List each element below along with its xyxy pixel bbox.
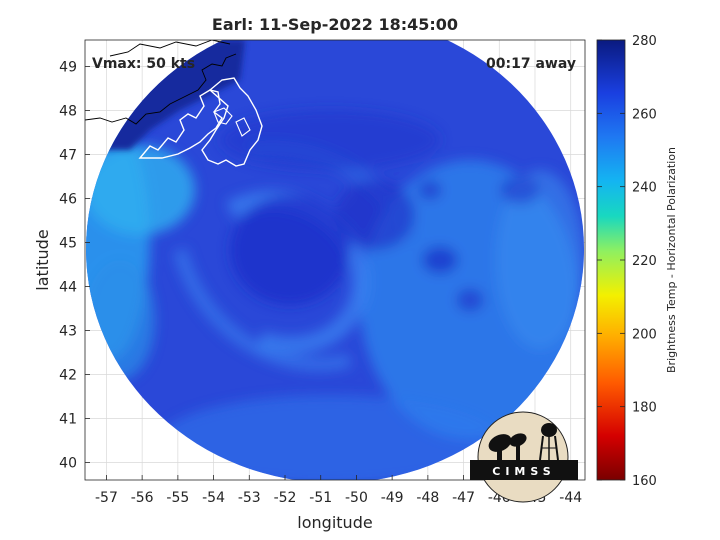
- logo-text: CIMSS: [492, 465, 555, 478]
- x-tick-label: -54: [202, 490, 225, 506]
- y-tick-label: 43: [59, 323, 77, 339]
- x-tick-label: -44: [559, 490, 582, 506]
- x-tick-label: -56: [131, 490, 154, 506]
- colorbar-tick-label: 200: [632, 327, 657, 342]
- time-away-annotation: 00:17 away: [486, 56, 576, 72]
- x-tick-label: -55: [166, 490, 189, 506]
- cimss-logo: CIMSS: [470, 411, 578, 503]
- axes-box: [84, 39, 586, 481]
- x-axis-label: longitude: [297, 513, 372, 532]
- y-tick-label: 47: [59, 147, 77, 163]
- y-tick-label: 48: [59, 103, 77, 119]
- colorbar-tick-labels: 160 180 200 220 240 260 280: [597, 34, 657, 489]
- coastline: [85, 40, 263, 167]
- x-tick-labels: -57-56-55-54-53-52-51-50-49-48-47-46-45-…: [95, 475, 582, 506]
- y-tick-label: 49: [59, 59, 77, 75]
- colorbar-label: Brightness Temp - Horizontal Polarizatio…: [665, 147, 678, 373]
- y-axis-label: latitude: [33, 229, 52, 290]
- y-tick-labels: 40 41 42 43 44 45 46 47 48 49: [59, 59, 90, 471]
- x-tick-label: -50: [345, 490, 368, 506]
- vmax-annotation: Vmax: 50 kts: [92, 56, 195, 72]
- colorbar-tick-label: 280: [632, 34, 657, 49]
- chart-title: Earl: 11-Sep-2022 18:45:00: [212, 15, 458, 34]
- colorbar-tick-label: 180: [632, 401, 657, 416]
- x-tick-label: -48: [416, 490, 439, 506]
- x-tick-label: -47: [452, 490, 475, 506]
- y-tick-label: 42: [59, 367, 77, 383]
- colorbar-tick-label: 240: [632, 181, 657, 196]
- y-tick-label: 41: [59, 411, 77, 427]
- x-tick-label: -49: [381, 490, 404, 506]
- y-tick-label: 40: [59, 455, 77, 471]
- x-tick-label: -53: [238, 490, 261, 506]
- x-tick-label: -57: [95, 490, 118, 506]
- y-tick-label: 46: [59, 191, 77, 207]
- y-tick-label: 44: [59, 279, 77, 295]
- y-tick-label: 45: [59, 235, 77, 251]
- x-tick-label: -52: [274, 490, 297, 506]
- colorbar-tick-label: 260: [632, 107, 657, 122]
- colorbar-tick-label: 220: [632, 254, 657, 269]
- colorbar-tick-label: 160: [632, 474, 657, 489]
- x-tick-label: -51: [309, 490, 332, 506]
